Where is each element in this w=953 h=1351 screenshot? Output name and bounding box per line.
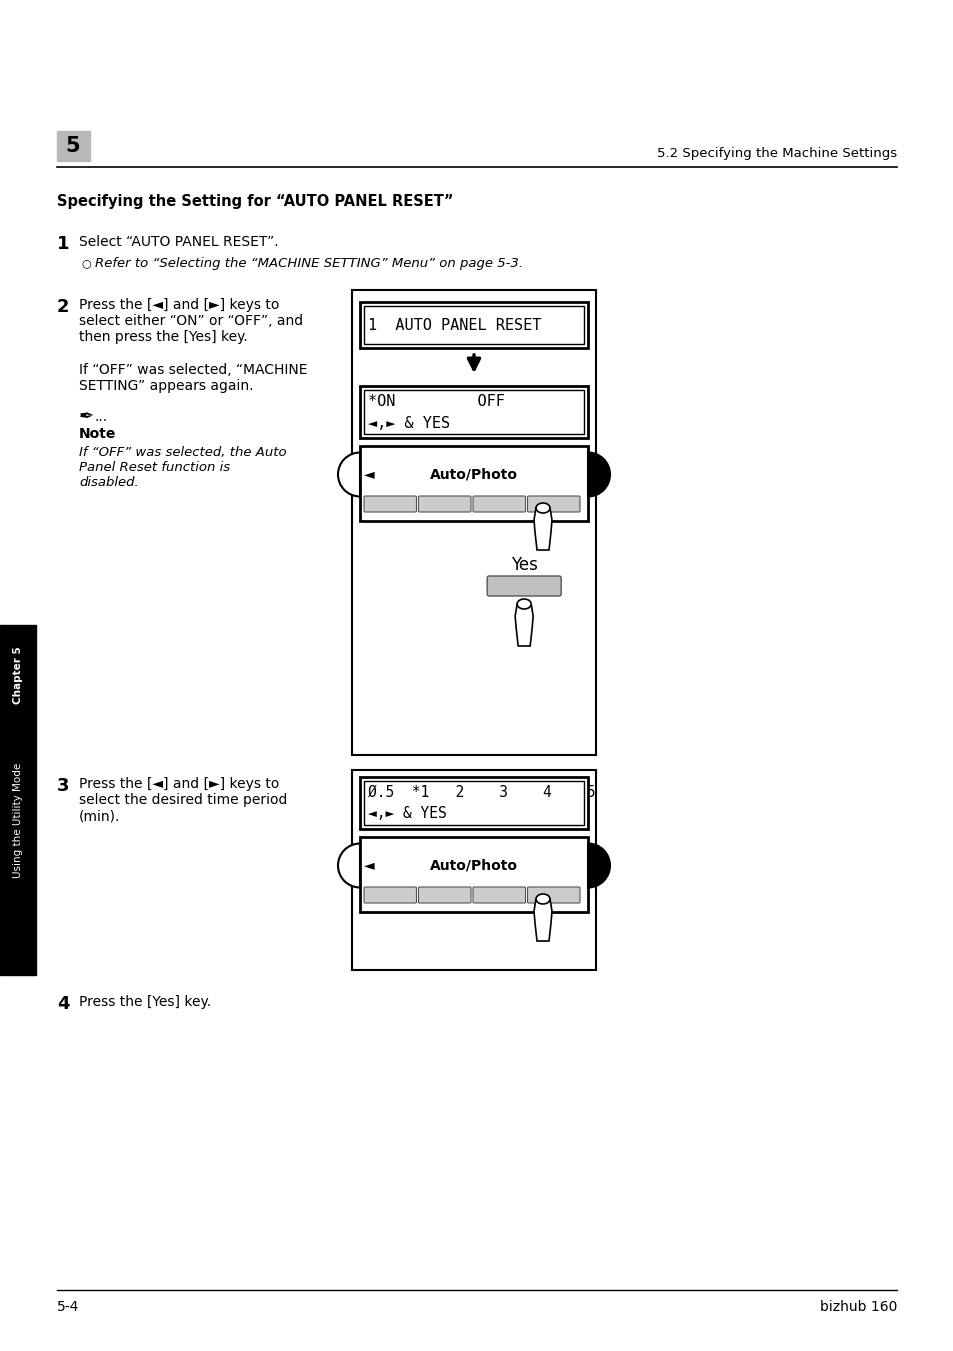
Wedge shape: [337, 453, 359, 497]
Bar: [364, 781, 583, 825]
Text: Specifying the Setting for “AUTO PANEL RESET”: Specifying the Setting for “AUTO PANEL R…: [57, 195, 453, 209]
Text: If “OFF” was selected, the Auto
Panel Reset function is
disabled.: If “OFF” was selected, the Auto Panel Re…: [79, 446, 286, 489]
Bar: [352, 770, 596, 970]
Text: ◄,► & YES: ◄,► & YES: [368, 807, 446, 821]
Bar: [359, 777, 587, 830]
Wedge shape: [587, 453, 609, 497]
Text: ○: ○: [81, 258, 91, 267]
Text: 4: 4: [57, 994, 70, 1013]
Text: ✒: ✒: [79, 408, 94, 426]
Text: Refer to “Selecting the “MACHINE SETTING” Menu” on page 5-3.: Refer to “Selecting the “MACHINE SETTING…: [95, 257, 522, 270]
FancyBboxPatch shape: [527, 888, 579, 902]
Text: Using the Utility Mode: Using the Utility Mode: [13, 762, 23, 878]
Text: *ON         OFF: *ON OFF: [368, 393, 504, 408]
Text: ◄,► & YES: ◄,► & YES: [368, 416, 450, 431]
Ellipse shape: [536, 503, 550, 513]
Text: ◄: ◄: [364, 858, 375, 873]
Polygon shape: [534, 508, 552, 550]
Text: 1: 1: [57, 235, 70, 253]
Text: 5.2 Specifying the Machine Settings: 5.2 Specifying the Machine Settings: [657, 146, 896, 159]
Text: Press the [Yes] key.: Press the [Yes] key.: [79, 994, 211, 1009]
Text: ...: ...: [95, 409, 108, 424]
Text: 5-4: 5-4: [57, 1300, 79, 1315]
Text: Yes: Yes: [510, 557, 537, 574]
Text: 1  AUTO PANEL RESET: 1 AUTO PANEL RESET: [368, 317, 540, 332]
FancyBboxPatch shape: [364, 496, 416, 512]
Bar: [359, 303, 587, 349]
Bar: [352, 290, 596, 755]
Text: Select “AUTO PANEL RESET”.: Select “AUTO PANEL RESET”.: [79, 235, 278, 249]
Polygon shape: [515, 604, 533, 646]
Bar: [359, 386, 587, 438]
Bar: [0, 626, 36, 975]
Text: Ø.5  *1   2    3    4    5: Ø.5 *1 2 3 4 5: [368, 785, 595, 800]
Text: ►: ►: [573, 858, 583, 873]
Text: Auto/Photo: Auto/Photo: [430, 467, 517, 481]
Polygon shape: [534, 898, 552, 942]
Ellipse shape: [536, 894, 550, 904]
Bar: [364, 390, 583, 434]
Bar: [364, 305, 583, 345]
Text: ►: ►: [573, 467, 583, 481]
Bar: [359, 838, 587, 912]
Text: Press the [◄] and [►] keys to
select the desired time period
(min).: Press the [◄] and [►] keys to select the…: [79, 777, 287, 823]
Text: Note: Note: [79, 427, 116, 440]
FancyBboxPatch shape: [364, 888, 416, 902]
FancyBboxPatch shape: [473, 888, 525, 902]
Bar: [359, 446, 587, 521]
Wedge shape: [587, 843, 609, 888]
Text: If “OFF” was selected, “MACHINE
SETTING” appears again.: If “OFF” was selected, “MACHINE SETTING”…: [79, 363, 307, 393]
Text: ◄: ◄: [364, 467, 375, 481]
Text: 3: 3: [57, 777, 70, 794]
FancyBboxPatch shape: [487, 576, 560, 596]
Text: Auto/Photo: Auto/Photo: [430, 858, 517, 873]
Text: 5: 5: [66, 136, 80, 155]
Wedge shape: [337, 843, 359, 888]
Text: Chapter 5: Chapter 5: [13, 646, 23, 704]
FancyBboxPatch shape: [418, 496, 471, 512]
Text: Press the [◄] and [►] keys to
select either “ON” or “OFF”, and
then press the [Y: Press the [◄] and [►] keys to select eit…: [79, 299, 303, 345]
Text: bizhub 160: bizhub 160: [819, 1300, 896, 1315]
Ellipse shape: [517, 598, 531, 609]
FancyBboxPatch shape: [418, 888, 471, 902]
FancyBboxPatch shape: [527, 496, 579, 512]
Bar: [57, 131, 90, 161]
Text: 2: 2: [57, 299, 70, 316]
FancyBboxPatch shape: [473, 496, 525, 512]
